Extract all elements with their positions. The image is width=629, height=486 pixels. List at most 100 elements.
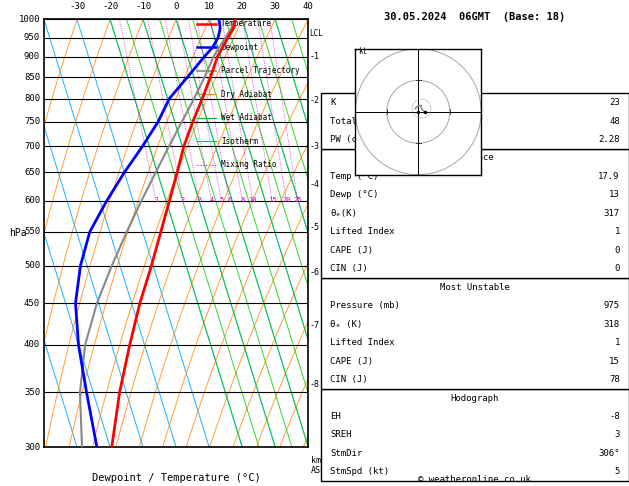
Text: 6: 6 <box>227 197 231 203</box>
Text: 78: 78 <box>609 375 620 384</box>
Text: 317: 317 <box>604 209 620 218</box>
Text: 318: 318 <box>604 320 620 329</box>
Text: 15: 15 <box>609 357 620 365</box>
Text: 1000: 1000 <box>19 15 40 24</box>
Text: -6: -6 <box>309 268 320 278</box>
Text: 0: 0 <box>174 2 179 11</box>
Text: 10: 10 <box>248 197 257 203</box>
Text: 40: 40 <box>303 2 314 11</box>
Text: 300: 300 <box>24 443 40 451</box>
Text: Wet Adiabat: Wet Adiabat <box>221 113 272 122</box>
Text: 1: 1 <box>615 338 620 347</box>
Text: -7: -7 <box>309 321 320 330</box>
Text: K: K <box>330 98 335 107</box>
Text: 1: 1 <box>615 227 620 236</box>
Text: 500: 500 <box>24 261 40 270</box>
Text: -10: -10 <box>135 2 151 11</box>
Text: 5: 5 <box>219 197 223 203</box>
Text: 3: 3 <box>198 197 201 203</box>
Text: Dewpoint: Dewpoint <box>221 43 258 52</box>
Text: LCL: LCL <box>309 29 323 38</box>
Text: CAPE (J): CAPE (J) <box>330 357 373 365</box>
Text: hPa: hPa <box>9 228 26 238</box>
Text: Hodograph: Hodograph <box>451 394 499 402</box>
Bar <box>321 389 629 481</box>
Text: 20: 20 <box>237 2 248 11</box>
Text: θₑ(K): θₑ(K) <box>330 209 357 218</box>
Text: CIN (J): CIN (J) <box>330 264 368 273</box>
Text: 4: 4 <box>209 197 214 203</box>
Text: km
ASL: km ASL <box>311 456 326 475</box>
Text: 15: 15 <box>268 197 276 203</box>
Text: Parcel Trajectory: Parcel Trajectory <box>221 66 299 75</box>
Bar <box>321 149 629 278</box>
Text: Most Unstable: Most Unstable <box>440 283 510 292</box>
Text: Pressure (mb): Pressure (mb) <box>330 301 400 310</box>
Text: 1: 1 <box>154 197 158 203</box>
Text: 17.9: 17.9 <box>598 172 620 181</box>
Text: 25: 25 <box>294 197 302 203</box>
Text: Lifted Index: Lifted Index <box>330 227 394 236</box>
Text: 750: 750 <box>24 117 40 126</box>
Text: 23: 23 <box>609 98 620 107</box>
Text: 30.05.2024  06GMT  (Base: 18): 30.05.2024 06GMT (Base: 18) <box>384 12 565 22</box>
Text: Dry Adiabat: Dry Adiabat <box>221 90 272 99</box>
Text: 600: 600 <box>24 196 40 206</box>
Text: SREH: SREH <box>330 431 352 439</box>
Text: 306°: 306° <box>598 449 620 458</box>
Text: kt: kt <box>359 47 368 55</box>
Text: Mixing Ratio (g/kg): Mixing Ratio (g/kg) <box>322 186 331 281</box>
Text: © weatheronline.co.uk: © weatheronline.co.uk <box>418 474 532 484</box>
Text: 800: 800 <box>24 94 40 103</box>
Text: 975: 975 <box>604 301 620 310</box>
Text: -4: -4 <box>309 180 320 189</box>
Text: CIN (J): CIN (J) <box>330 375 368 384</box>
Text: StmDir: StmDir <box>330 449 362 458</box>
Text: 350: 350 <box>24 388 40 397</box>
Text: -5: -5 <box>309 224 320 232</box>
Text: -8: -8 <box>609 412 620 421</box>
Text: 950: 950 <box>24 33 40 42</box>
Text: Isotherm: Isotherm <box>221 137 258 146</box>
Text: -1: -1 <box>309 52 320 61</box>
Text: Totals Totals: Totals Totals <box>330 117 400 125</box>
Text: EH: EH <box>330 412 341 421</box>
Text: 13: 13 <box>609 191 620 199</box>
Text: θₑ (K): θₑ (K) <box>330 320 362 329</box>
Text: -20: -20 <box>102 2 118 11</box>
Text: Temp (°C): Temp (°C) <box>330 172 379 181</box>
Text: -2: -2 <box>309 96 320 105</box>
Text: -8: -8 <box>309 380 320 389</box>
Text: 400: 400 <box>24 340 40 349</box>
Bar <box>321 93 629 149</box>
Text: 3: 3 <box>615 431 620 439</box>
Text: 450: 450 <box>24 298 40 308</box>
Text: Temperature: Temperature <box>221 19 272 28</box>
Text: Dewpoint / Temperature (°C): Dewpoint / Temperature (°C) <box>92 473 260 483</box>
Text: Dewp (°C): Dewp (°C) <box>330 191 379 199</box>
Text: 700: 700 <box>24 141 40 151</box>
Text: Mixing Ratio: Mixing Ratio <box>221 160 277 169</box>
Text: 40°58'N  28°49'E  55m ASL: 40°58'N 28°49'E 55m ASL <box>92 0 260 2</box>
Text: 30: 30 <box>270 2 281 11</box>
Text: -30: -30 <box>69 2 85 11</box>
Text: -3: -3 <box>309 141 320 151</box>
Text: 850: 850 <box>24 73 40 82</box>
Text: 0: 0 <box>615 246 620 255</box>
Text: 0: 0 <box>615 264 620 273</box>
Text: Lifted Index: Lifted Index <box>330 338 394 347</box>
Text: PW (cm): PW (cm) <box>330 135 368 144</box>
Text: 48: 48 <box>609 117 620 125</box>
Text: 2: 2 <box>181 197 185 203</box>
Text: 20: 20 <box>282 197 291 203</box>
Text: 650: 650 <box>24 168 40 177</box>
Text: 550: 550 <box>24 227 40 236</box>
Text: 5: 5 <box>615 468 620 476</box>
Text: 2.28: 2.28 <box>598 135 620 144</box>
Text: 8: 8 <box>240 197 245 203</box>
Text: StmSpd (kt): StmSpd (kt) <box>330 468 389 476</box>
Text: CAPE (J): CAPE (J) <box>330 246 373 255</box>
Bar <box>321 278 629 389</box>
Text: 10: 10 <box>204 2 214 11</box>
Text: 900: 900 <box>24 52 40 61</box>
